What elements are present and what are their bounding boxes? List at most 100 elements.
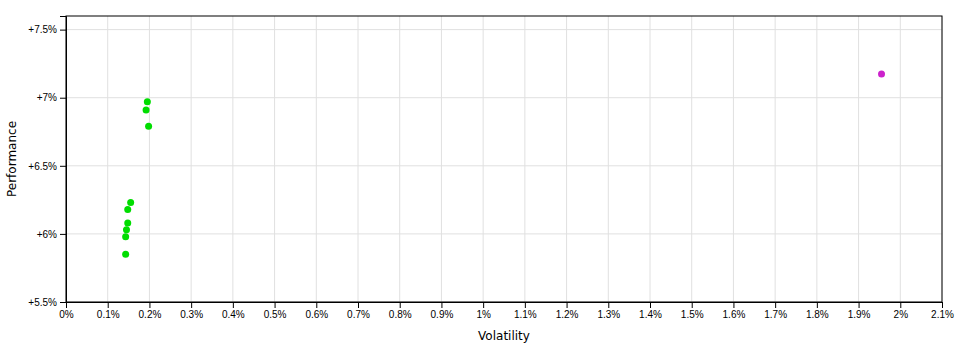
x-tick-mark — [483, 302, 484, 308]
y-tick: +5.5% — [28, 297, 66, 308]
x-axis-title: Volatility — [478, 329, 530, 343]
grid-line-y — [66, 97, 942, 98]
x-tick: 1.7% — [764, 302, 787, 320]
x-tick-label: 1.4% — [639, 309, 662, 320]
x-tick: 0.8% — [389, 302, 412, 320]
point — [145, 123, 152, 130]
x-tick-label: 1.8% — [806, 309, 829, 320]
grid-line-x — [316, 16, 317, 302]
y-tick-mark — [60, 234, 66, 235]
x-tick: 1.5% — [681, 302, 704, 320]
x-tick-label: 0% — [59, 309, 74, 320]
y-tick-mark — [60, 98, 66, 99]
x-tick-mark — [233, 302, 234, 308]
y-tick-mark — [60, 30, 66, 31]
x-tick-label: 1.5% — [681, 309, 704, 320]
y-axis-title: Performance — [5, 121, 19, 197]
x-tick-label: 0.9% — [431, 309, 454, 320]
x-tick-mark — [942, 302, 943, 308]
y-tick-label: +7% — [37, 92, 57, 103]
x-tick-label: 0.5% — [264, 309, 287, 320]
x-tick: 0.3% — [180, 302, 203, 320]
x-tick: 1.4% — [639, 302, 662, 320]
x-tick: 1% — [476, 302, 491, 320]
x-tick-mark — [692, 302, 693, 308]
point — [122, 251, 129, 258]
x-tick-label: 0.3% — [180, 309, 203, 320]
x-tick: 0.9% — [431, 302, 454, 320]
plot: 0%0.1%0.2%0.3%0.4%0.5%0.6%0.7%0.8%0.9%1%… — [28, 16, 954, 320]
grid-line-x — [441, 16, 442, 302]
x-tick-label: 1.6% — [723, 309, 746, 320]
point — [878, 70, 885, 77]
x-axis: 0%0.1%0.2%0.3%0.4%0.5%0.6%0.7%0.8%0.9%1%… — [59, 302, 954, 320]
y-tick-mark — [60, 166, 66, 167]
point — [123, 226, 130, 233]
grid-line-x — [149, 16, 150, 302]
y-tick: +7.5% — [28, 24, 66, 35]
x-tick: 1.1% — [514, 302, 537, 320]
x-tick-mark — [859, 302, 860, 308]
x-tick-label: 2% — [894, 309, 909, 320]
grid-line-x — [191, 16, 192, 302]
x-tick: 1.8% — [806, 302, 829, 320]
x-tick-mark — [275, 302, 276, 308]
grid-line-x — [816, 16, 817, 302]
grid-line-x — [232, 16, 233, 302]
x-tick-label: 0.6% — [305, 309, 328, 320]
y-tick: +6% — [37, 229, 66, 240]
x-tick: 1.2% — [556, 302, 579, 320]
x-tick-label: 2.1% — [931, 309, 954, 320]
x-tick-mark — [608, 302, 609, 308]
series — [122, 98, 152, 258]
x-tick-mark — [400, 302, 401, 308]
grid-line-y — [66, 165, 942, 166]
grid-line-x — [691, 16, 692, 302]
grid-line-x — [608, 16, 609, 302]
x-tick: 2% — [894, 302, 909, 320]
y-axis: +5.5%+6%+6.5%+7%+7.5% — [28, 17, 66, 308]
grid-line-x — [399, 16, 400, 302]
x-tick: 0% — [59, 302, 74, 320]
x-tick-mark — [316, 302, 317, 308]
x-tick-label: 1% — [476, 309, 491, 320]
x-tick-label: 1.3% — [597, 309, 620, 320]
x-tick-label: 0.7% — [347, 309, 370, 320]
grid-line-x — [775, 16, 776, 302]
x-tick-mark — [149, 302, 150, 308]
x-tick-label: 0.8% — [389, 309, 412, 320]
x-tick-label: 1.9% — [848, 309, 871, 320]
x-tick: 1.9% — [848, 302, 871, 320]
x-tick: 0.7% — [347, 302, 370, 320]
x-axis-line — [67, 303, 943, 309]
y-tick-label: +7.5% — [28, 24, 57, 35]
grid-line-x — [358, 16, 359, 302]
grid-line-x — [566, 16, 567, 302]
y-axis-line — [60, 17, 67, 303]
x-tick-label: 0.2% — [139, 309, 162, 320]
x-tick-mark — [817, 302, 818, 308]
grid-line-x — [858, 16, 859, 302]
marks — [122, 70, 885, 257]
x-tick-mark — [525, 302, 526, 308]
grid-line-x — [524, 16, 525, 302]
grid-line-x — [274, 16, 275, 302]
x-tick-label: 1.2% — [556, 309, 579, 320]
x-tick-mark — [108, 302, 109, 308]
x-tick-mark — [358, 302, 359, 308]
point — [122, 233, 129, 240]
x-tick: 1.3% — [597, 302, 620, 320]
point — [127, 199, 134, 206]
x-tick-mark — [900, 302, 901, 308]
y-tick-label: +6% — [37, 229, 57, 240]
y-tick-label: +5.5% — [28, 297, 57, 308]
chart: 0%0.1%0.2%0.3%0.4%0.5%0.6%0.7%0.8%0.9%1%… — [0, 0, 966, 350]
point — [144, 98, 151, 105]
point — [124, 206, 131, 213]
x-tick-mark — [775, 302, 776, 308]
x-tick-label: 0.4% — [222, 309, 245, 320]
grid-line-x — [483, 16, 484, 302]
x-tick-mark — [650, 302, 651, 308]
grid-line-x — [107, 16, 108, 302]
grid-line-y — [66, 233, 942, 234]
